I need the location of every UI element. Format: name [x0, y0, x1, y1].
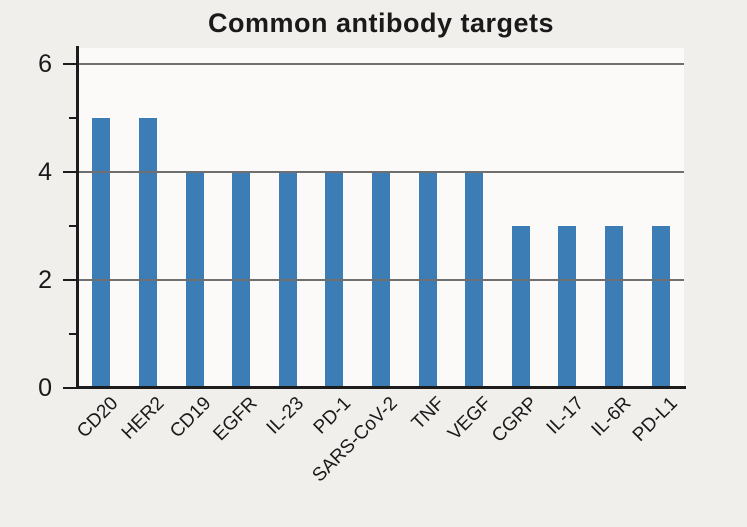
plot-area	[78, 48, 684, 388]
gridline-2	[78, 279, 684, 281]
y-minor-tick-1	[69, 332, 78, 336]
x-tick-label-IL-6R: IL-6R	[587, 393, 635, 441]
x-tick-label-CGRP: CGRP	[488, 393, 542, 447]
x-tick-label-TNF: TNF	[407, 393, 449, 434]
y-tick-label-6: 6	[38, 50, 52, 79]
y-minor-tick-5	[69, 116, 78, 120]
y-tick-label-2: 2	[38, 266, 52, 295]
bar-PD-L1	[651, 226, 670, 388]
chart-title: Common antibody targets	[207, 8, 555, 38]
x-tick-label-CD20: CD20	[72, 393, 123, 443]
x-tick-label-CD19: CD19	[166, 393, 216, 443]
bar-CD20	[92, 118, 111, 388]
x-tick-label-EGFR: EGFR	[209, 393, 263, 446]
y-major-tick-2	[63, 278, 78, 282]
x-axis-spine	[75, 385, 686, 389]
x-tick-label-PD-L1: PD-L1	[628, 393, 682, 446]
gridline-6	[78, 63, 684, 65]
x-tick-label-IL-23: IL-23	[263, 393, 309, 439]
y-major-tick-0	[63, 386, 78, 390]
bar-IL-17	[558, 226, 577, 388]
y-major-tick-4	[63, 170, 78, 174]
x-tick-label-IL-17: IL-17	[542, 393, 589, 439]
bar-HER2	[138, 118, 157, 388]
y-tick-label-4: 4	[38, 158, 52, 187]
y-minor-tick-3	[69, 224, 78, 228]
gridline-4	[78, 171, 684, 173]
x-tick-label-SARS-CoV-2: SARS-CoV-2	[308, 393, 402, 487]
y-major-tick-6	[63, 62, 78, 66]
bar-IL-6R	[605, 226, 624, 388]
y-tick-label-0: 0	[38, 374, 52, 402]
y-axis-spine	[75, 46, 79, 389]
bar-CGRP	[511, 226, 530, 388]
x-tick-label-HER2: HER2	[118, 393, 169, 444]
x-tick-label-VEGF: VEGF	[443, 393, 496, 445]
